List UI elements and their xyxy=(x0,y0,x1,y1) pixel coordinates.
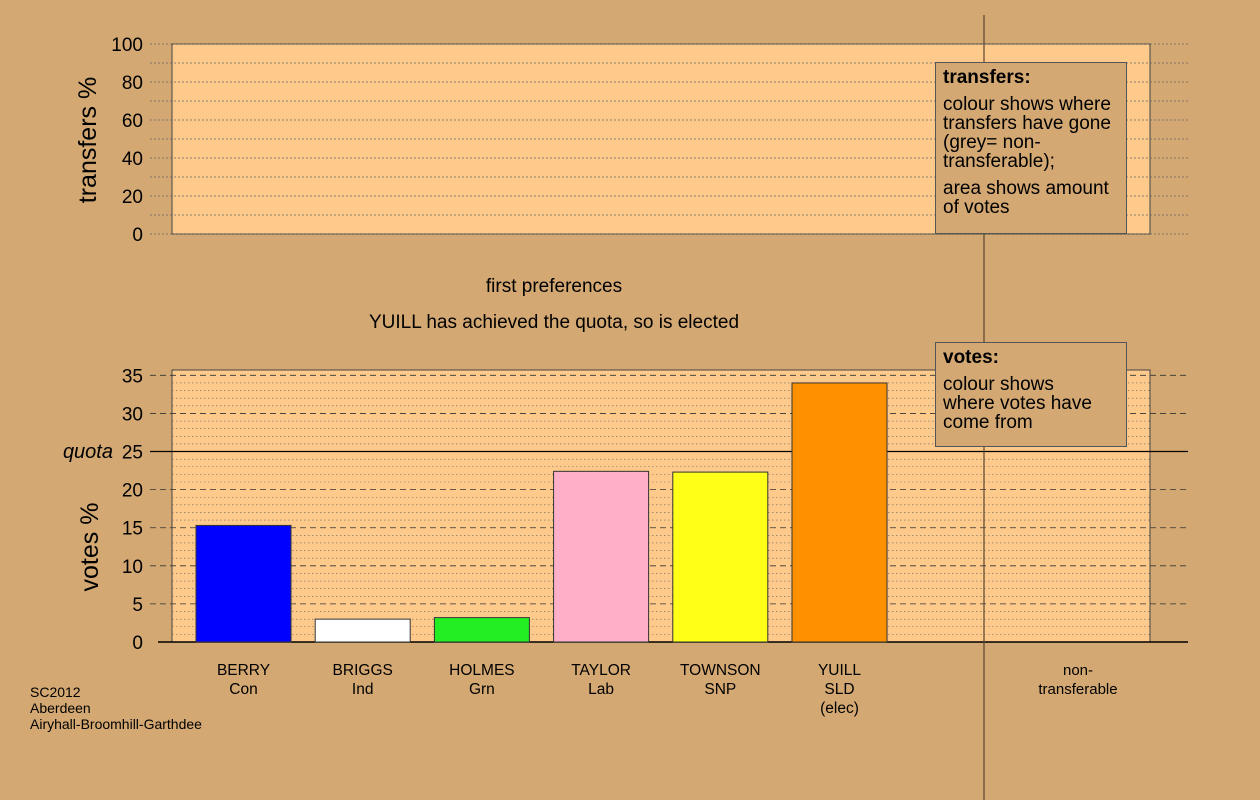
votes-y-tick: 5 xyxy=(132,595,143,616)
transfers-legend: transfers: colour shows where transfers … xyxy=(935,62,1127,234)
transfers-y-tick: 40 xyxy=(122,149,143,170)
non-transferable-label: non- xyxy=(1063,662,1093,679)
quota-label: quota xyxy=(63,441,113,463)
votes-legend-text: colour shows where votes have come from xyxy=(943,374,1092,433)
transfers-y-axis: 0 20 40 60 80 100 xyxy=(111,35,143,246)
votes-y-tick: 35 xyxy=(122,366,143,387)
vote-bar xyxy=(791,382,888,643)
votes-y-tick: 0 xyxy=(132,633,143,654)
votes-bars xyxy=(195,382,888,643)
transfers-y-tick: 60 xyxy=(122,111,143,132)
transfers-y-label: transfers % xyxy=(74,77,102,203)
candidate-label: SLD xyxy=(824,681,854,698)
footer-council: Aberdeen xyxy=(30,700,91,716)
candidate-label: Con xyxy=(229,681,257,698)
non-transferable-label: transferable xyxy=(1038,681,1117,698)
transfers-legend-text-2: area shows amount of votes xyxy=(943,178,1109,218)
votes-y-tick: 20 xyxy=(122,481,143,502)
votes-legend: votes: colour shows where votes have com… xyxy=(935,342,1127,447)
votes-y-tick: 10 xyxy=(122,557,143,578)
footer-election: SC2012 xyxy=(30,684,81,700)
transfers-legend-text-1: colour shows where transfers have gone (… xyxy=(943,94,1111,172)
votes-y-axis: 0 5 10 15 20 25 30 35 xyxy=(122,366,143,654)
candidate-labels: BERRY Con BRIGGS Ind HOLMES Grn TAYLOR Lab TOWNS… xyxy=(217,662,1118,717)
votes-y-tick: 30 xyxy=(122,404,143,425)
transfers-y-tick: 100 xyxy=(111,35,143,56)
vote-bar xyxy=(314,618,411,643)
transfers-legend-title: transfers: xyxy=(943,67,1031,88)
vote-bar xyxy=(672,471,769,643)
vote-bar xyxy=(553,470,650,643)
candidate-label: Lab xyxy=(588,681,614,698)
footer-info: SC2012 Aberdeen Airyhall-Broomhill-Garth… xyxy=(30,684,202,732)
votes-y-tick: 25 xyxy=(122,443,143,464)
vote-bar xyxy=(433,617,530,643)
candidate-label: (elec) xyxy=(820,700,859,717)
votes-legend-title: votes: xyxy=(943,347,999,368)
stage-label: first preferences xyxy=(485,276,623,297)
candidate-label: Ind xyxy=(352,681,374,698)
votes-y-tick: 15 xyxy=(122,519,143,540)
candidate-label: TAYLOR xyxy=(571,662,631,679)
votes-y-label: votes % xyxy=(76,503,104,592)
candidate-label: BRIGGS xyxy=(333,662,393,679)
candidate-label: TOWNSON xyxy=(680,662,761,679)
transfers-y-tick: 0 xyxy=(132,225,143,246)
vote-bar xyxy=(195,524,292,643)
candidate-label: SNP xyxy=(704,681,736,698)
transfers-y-tick: 20 xyxy=(122,187,143,208)
transfers-y-tick: 80 xyxy=(122,73,143,94)
candidate-label: HOLMES xyxy=(449,662,514,679)
candidate-label: YUILL xyxy=(818,662,861,679)
status-message: YUILL has achieved the quota, so is elec… xyxy=(368,312,740,333)
candidate-label: BERRY xyxy=(217,662,270,679)
candidate-label: Grn xyxy=(469,681,495,698)
footer-ward: Airyhall-Broomhill-Garthdee xyxy=(30,716,202,732)
